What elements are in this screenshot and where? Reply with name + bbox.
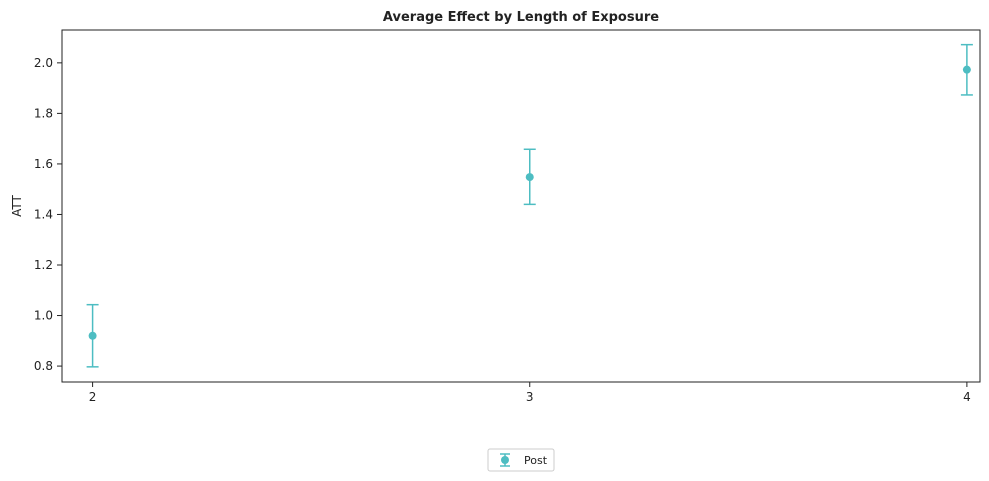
y-tick-label: 1.4	[34, 207, 53, 221]
y-axis-label: ATT	[10, 194, 24, 216]
data-point	[962, 65, 971, 74]
y-tick-label: 1.0	[34, 309, 53, 323]
x-axis: 2 3 4	[89, 382, 971, 404]
y-tick-label: 0.8	[34, 359, 53, 373]
legend-point	[501, 456, 509, 464]
y-tick-label: 2.0	[34, 56, 53, 70]
data-point	[88, 331, 97, 340]
x-tick-label: 4	[963, 390, 971, 404]
plot-area	[61, 29, 981, 383]
chart-title: Average Effect by Length of Exposure	[383, 10, 659, 25]
y-tick-label: 1.6	[34, 157, 53, 171]
legend-label-post: Post	[524, 454, 548, 467]
x-tick-label: 2	[89, 390, 97, 404]
series-layer	[86, 43, 973, 368]
data-point	[525, 173, 534, 182]
y-axis: 0.8 1.0 1.2 1.4 1.6 1.8 2.0	[34, 56, 62, 373]
x-tick-label: 3	[526, 390, 534, 404]
y-tick-label: 1.2	[34, 258, 53, 272]
legend-marker-post	[500, 453, 510, 467]
y-tick-label: 1.8	[34, 106, 53, 120]
legend: Post	[487, 448, 555, 472]
